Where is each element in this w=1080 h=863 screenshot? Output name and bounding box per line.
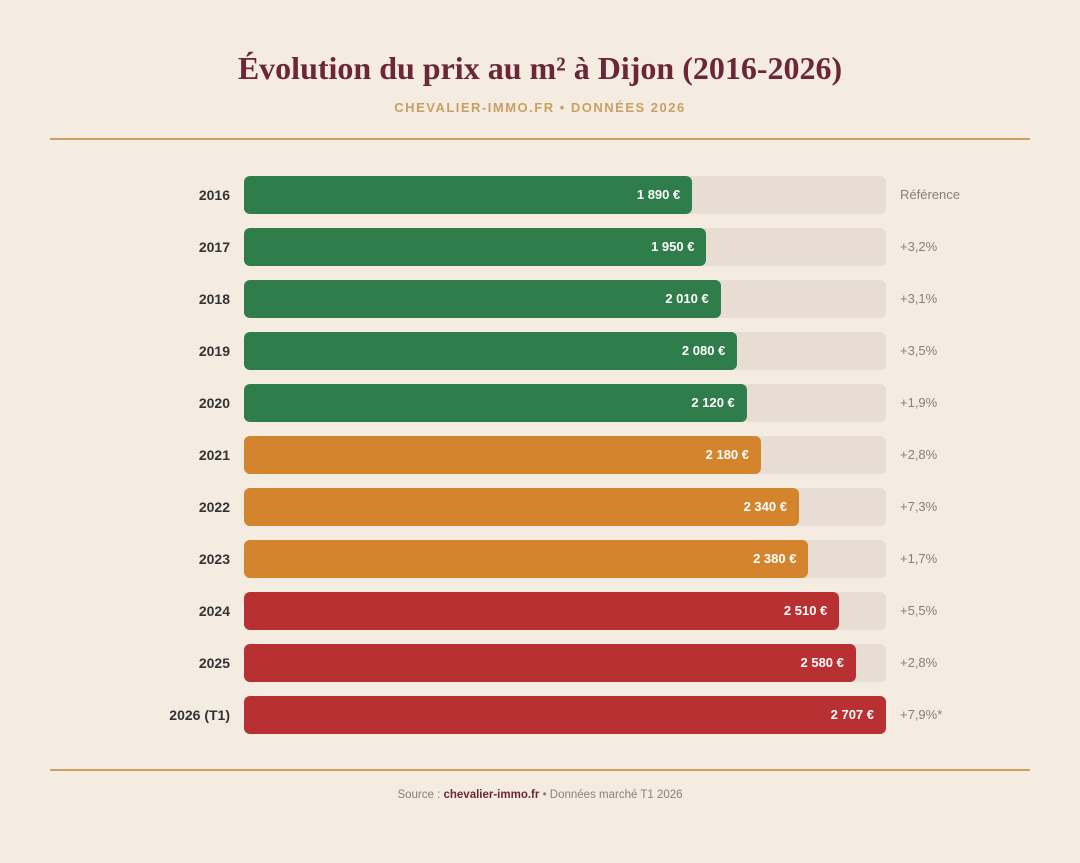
change-label: +3,2% <box>900 239 938 254</box>
bar-track: 1 950 € <box>244 228 886 266</box>
value-label: 2 120 € <box>691 395 735 410</box>
change-label: +1,7% <box>900 551 938 566</box>
value-label: 1 890 € <box>636 187 681 202</box>
bar-track: 2 380 € <box>244 540 886 578</box>
source-suffix: • Données marché T1 2026 <box>542 789 683 801</box>
bar-row: 2017 1 950 € +3,2% <box>0 228 1080 266</box>
category-label: 2017 <box>198 239 230 255</box>
category-label: 2020 <box>198 395 230 411</box>
bar: 2 510 € <box>244 592 840 630</box>
bar: 2 080 € <box>244 332 738 370</box>
chart-title: Évolution du prix au m² à Dijon (2016-20… <box>237 50 843 86</box>
value-label: 2 340 € <box>743 499 787 514</box>
bar: 2 120 € <box>244 384 747 422</box>
bar-track: 2 120 € <box>244 384 886 422</box>
category-label: 2023 <box>198 551 230 567</box>
chart-subtitle: CHEVALIER-IMMO.FR • DONNÉES 2026 <box>394 100 686 115</box>
bar-row: 2021 2 180 € +2,8% <box>0 436 1080 474</box>
change-label: +7,3% <box>900 499 938 514</box>
value-label: 2 580 € <box>800 655 844 670</box>
bar-track: 2 180 € <box>244 436 886 474</box>
change-label: +2,8% <box>900 655 938 670</box>
change-label: Référence <box>900 187 960 202</box>
bottom-divider <box>50 769 1030 771</box>
source-footer: Source : chevalier-immo.fr • Données mar… <box>0 789 1080 801</box>
bar: 2 010 € <box>244 280 721 318</box>
change-label: +3,5% <box>900 343 938 358</box>
bar-track: 2 340 € <box>244 488 886 526</box>
bar: 1 950 € <box>244 228 707 266</box>
category-label: 2024 <box>198 603 230 619</box>
top-divider <box>50 138 1030 140</box>
bar-track: 1 890 € <box>244 176 886 214</box>
bar: 2 180 € <box>244 436 761 474</box>
category-label: 2016 <box>198 187 230 203</box>
bar-row: 2020 2 120 € +1,9% <box>0 384 1080 422</box>
bar: 2 380 € <box>244 540 809 578</box>
value-label: 2 380 € <box>753 551 797 566</box>
bar: 2 707 € <box>244 696 886 734</box>
bar-track: 2 010 € <box>244 280 886 318</box>
value-label: 2 180 € <box>705 447 749 462</box>
bar-row: 2026 (T1) 2 707 € +7,9%* <box>0 696 1080 734</box>
bar: 1 890 € <box>244 176 693 214</box>
bar-track: 2 707 € <box>244 696 886 734</box>
bar-track: 2 580 € <box>244 644 886 682</box>
bar-row: 2025 2 580 € +2,8% <box>0 644 1080 682</box>
bar: 2 580 € <box>244 644 856 682</box>
value-label: 2 080 € <box>681 343 726 358</box>
value-label: 2 510 € <box>783 603 828 618</box>
bar-track: 2 080 € <box>244 332 886 370</box>
category-label: 2026 (T1) <box>169 707 230 723</box>
change-label: +7,9%* <box>900 707 943 722</box>
bar: 2 340 € <box>244 488 799 526</box>
bar-row: 2022 2 340 € +7,3% <box>0 488 1080 526</box>
category-label: 2021 <box>198 447 230 463</box>
bar-row: 2018 2 010 € +3,1% <box>0 280 1080 318</box>
category-label: 2025 <box>198 655 230 671</box>
category-label: 2022 <box>198 499 230 515</box>
category-label: 2018 <box>198 291 230 307</box>
bar-row: 2024 2 510 € +5,5% <box>0 592 1080 630</box>
source-prefix: Source : <box>397 789 441 801</box>
bar-track: 2 510 € <box>244 592 886 630</box>
bar-row: 2023 2 380 € +1,7% <box>0 540 1080 578</box>
change-label: +3,1% <box>900 291 938 306</box>
change-label: +5,5% <box>900 603 938 618</box>
value-label: 2 010 € <box>665 291 709 306</box>
value-label: 1 950 € <box>651 239 695 254</box>
bar-row: 2016 1 890 € Référence <box>0 176 1080 214</box>
change-label: +1,9% <box>900 395 938 410</box>
value-label: 2 707 € <box>830 707 874 722</box>
bar-row: 2019 2 080 € +3,5% <box>0 332 1080 370</box>
change-label: +2,8% <box>900 447 938 462</box>
category-label: 2019 <box>198 343 230 359</box>
source-link[interactable]: chevalier-immo.fr <box>443 789 540 801</box>
